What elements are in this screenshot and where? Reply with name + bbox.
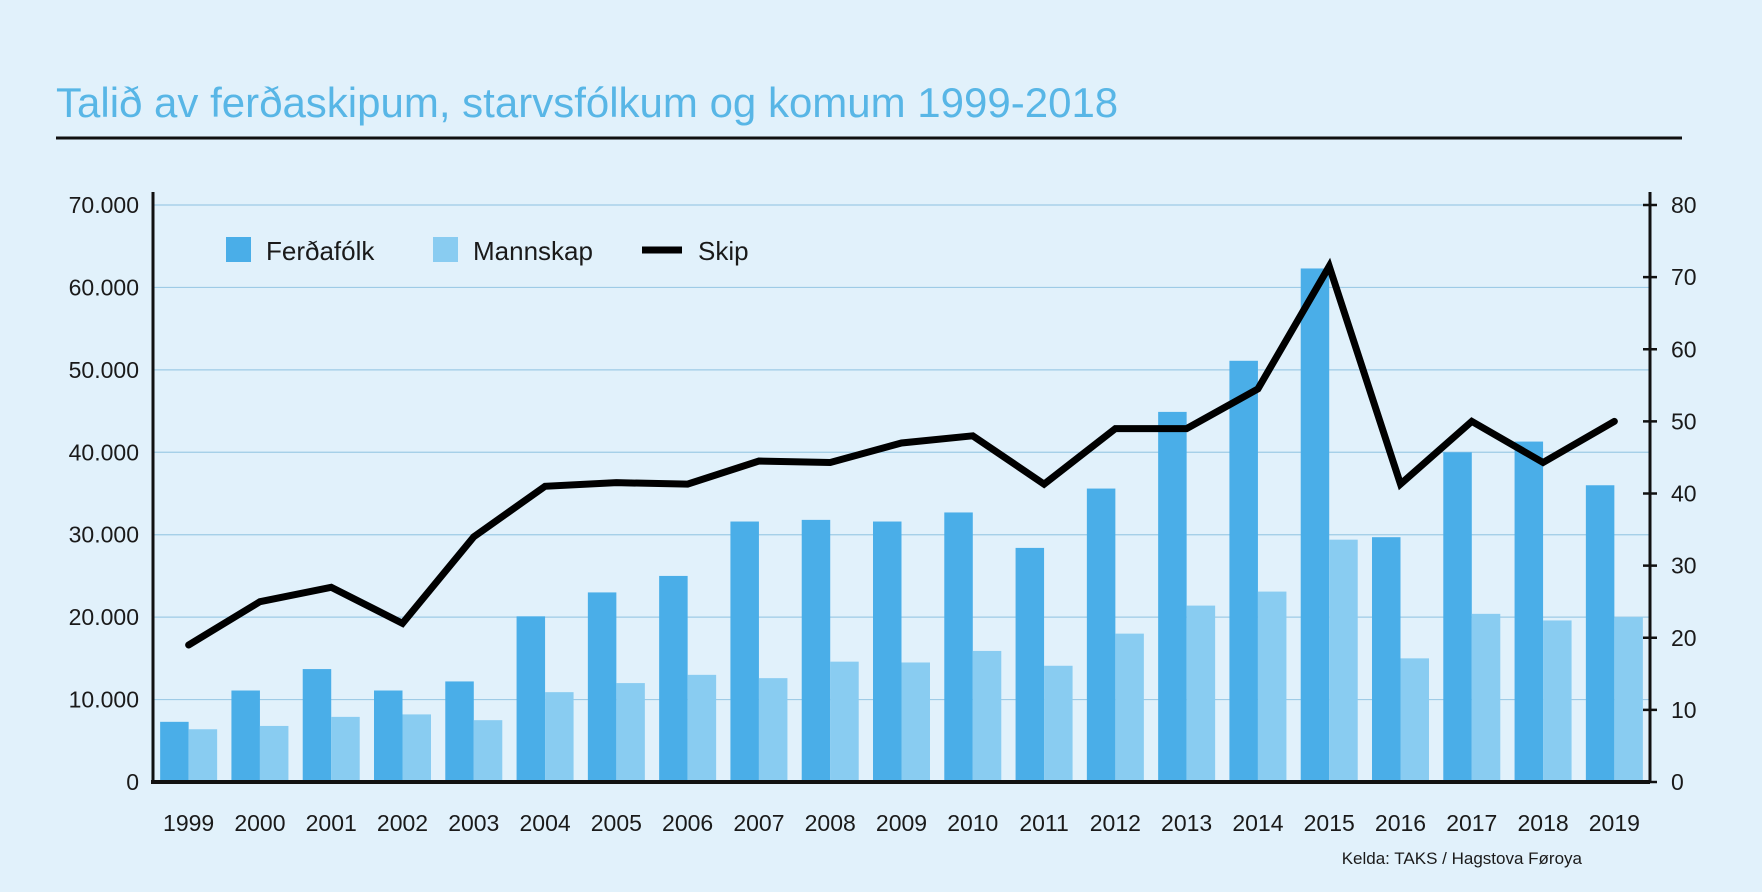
x-tick-label: 2019 [1589,810,1640,836]
bar-mannskap [616,683,645,782]
x-tick-label: 2015 [1304,810,1355,836]
bar-mannskap [901,662,930,782]
bar-fer-af-lk [730,521,759,782]
x-tick-label: 2017 [1446,810,1497,836]
x-tick-label: 2018 [1517,810,1568,836]
bar-mannskap [1044,665,1073,782]
bar-fer-af-lk [160,721,189,782]
bar-fer-af-lk [516,616,546,782]
legend-label: Mannskap [473,236,593,266]
legend: Ferðafólk Mannskap Skip [226,236,749,266]
x-tick-label: 2010 [947,810,998,836]
chart-title: Talið av ferðaskipum, starvsfólkum og ko… [56,79,1118,126]
y-right-tick-label: 20 [1671,625,1697,651]
y-right-tick-label: 70 [1671,264,1697,290]
bar-mannskap [687,674,717,782]
bar-mannskap [1257,591,1287,782]
bar-fer-af-lk [801,519,831,782]
y-left-tick-label: 40.000 [69,439,139,465]
bar-mannskap [1186,605,1216,782]
y-left-tick-label: 30.000 [69,522,139,548]
y-right-tick-label: 10 [1671,697,1697,723]
x-tick-label: 2013 [1161,810,1212,836]
bar-fer-af-lk [1300,268,1330,783]
bar-mannskap [972,650,1002,782]
bar-fer-af-lk [1229,360,1258,782]
skip-line-layer [185,257,1618,649]
y-right-tick-label: 80 [1671,192,1697,218]
x-tick-label: 2002 [377,810,428,836]
bar-fer-af-lk [873,521,902,782]
x-tick-label: 2011 [1019,810,1068,836]
x-tick-label: 2012 [1090,810,1141,836]
bar-mannskap [1115,633,1144,782]
axes: 0 10.000 20.000 30.000 40.000 50.000 60.000 70.… [69,192,1697,836]
bar-mannskap [1400,658,1429,782]
bar-fer-af-lk [944,512,973,782]
y-right-tick-label: 30 [1671,553,1697,579]
bar-fer-af-lk [1015,547,1045,782]
bar-mannskap [1614,617,1643,782]
x-tick-label: 2014 [1232,810,1283,836]
y-right-tick-label: 0 [1671,769,1684,795]
x-tick-label: 2001 [306,810,357,836]
legend-swatch [226,237,251,262]
bar-mannskap [830,661,859,782]
x-tick-label: 2008 [805,810,856,836]
bar-mannskap [473,720,503,782]
bar-mannskap [1543,620,1572,782]
x-tick-label: 2007 [733,810,784,836]
x-tick-label: 2004 [519,810,570,836]
bar-mannskap [545,692,574,782]
y-right-tick-label: 50 [1671,408,1697,434]
y-left-tick-label: 70.000 [69,192,139,218]
y-left-tick-label: 60.000 [69,274,139,300]
y-right-tick-label: 40 [1671,481,1697,507]
y-left-tick-label: 10.000 [69,687,139,713]
y-left-tick-label: 20.000 [69,604,139,630]
legend-label: Skip [698,236,749,266]
bar-fer-af-lk [1086,488,1116,782]
x-tick-label: 2003 [448,810,499,836]
bar-fer-af-lk [587,592,617,782]
bar-mannskap [259,725,289,782]
bar-fer-af-lk [374,690,403,782]
bar-fer-af-lk [231,690,260,782]
x-tick-label: 2009 [876,810,927,836]
y-right-tick-label: 60 [1671,336,1697,362]
x-tick-label: 2000 [234,810,285,836]
y-left-tick-label: 50.000 [69,357,139,383]
bar-fer-af-lk [1372,537,1401,782]
bar-fer-af-lk [1443,452,1472,782]
bar-fer-af-lk [659,575,688,782]
bar-fer-af-lk [445,681,474,782]
legend-swatch [433,237,458,262]
bars [160,268,1643,783]
bar-mannskap [1329,539,1358,782]
bar-mannskap [1471,613,1501,782]
source-note: Kelda: TAKS / Hagstova Føroya [1342,849,1583,868]
bar-mannskap [188,729,218,782]
skip-line [185,257,1618,649]
x-tick-label: 2005 [591,810,642,836]
x-tick-label: 2016 [1375,810,1426,836]
x-tick-label: 2006 [662,810,713,836]
x-tick-label: 1999 [163,810,214,836]
y-left-tick-label: 0 [126,769,139,795]
bar-fer-af-lk [1585,485,1615,782]
bar-mannskap [331,716,360,782]
bar-fer-af-lk [302,669,332,782]
bar-fer-af-lk [1158,411,1187,782]
bar-fer-af-lk [1514,441,1544,782]
legend-label: Ferðafólk [266,236,375,266]
bar-mannskap [758,678,788,782]
bar-mannskap [402,714,431,782]
